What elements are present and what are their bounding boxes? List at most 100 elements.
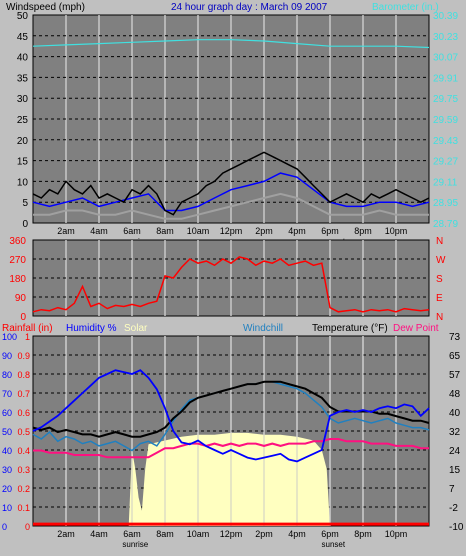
- dewpoint-line: [33, 438, 429, 459]
- humidity-y-tick-label: 40: [2, 446, 12, 456]
- rain-y-tick-label: 1: [25, 332, 30, 342]
- wind-x-tick-label: 6am: [123, 226, 141, 236]
- chart-title: 24 hour graph day : March 09 2007: [171, 2, 328, 13]
- wind-x-tick-label: 4am: [90, 226, 108, 236]
- wind-x-tick-label: 8am: [156, 226, 174, 236]
- wind-axis-label: Windspeed (mph): [6, 2, 85, 13]
- wind-x-tick-label: 8pm: [354, 226, 372, 236]
- temp-x-tick-label: 4am: [90, 529, 108, 539]
- wind-y-tick-label: 10: [17, 177, 29, 188]
- rain-y-tick-label: 0.7: [17, 389, 30, 399]
- solar-axis-label: Solar: [124, 323, 148, 334]
- temp-x-tick-label: 6pm: [321, 529, 339, 539]
- wind-x-tick-label: 12pm: [220, 226, 243, 236]
- humidity-axis-label: Humidity %: [66, 323, 117, 334]
- dir-y-tick-label: 270: [9, 255, 26, 266]
- humidity-line: [32, 369, 430, 463]
- baro-y-tick-label: 29.75: [433, 94, 458, 105]
- baro-y-tick-label: 29.43: [433, 136, 458, 147]
- wind-y-tick-label: 35: [17, 73, 29, 84]
- wind-y-tick-label: 20: [17, 136, 29, 147]
- temperature-humidity-panel: 100908070605040302010010.90.80.70.60.50.…: [2, 332, 464, 549]
- temp-y-tick-label: 73: [449, 332, 461, 343]
- temp-x-tick-label: 6am: [123, 529, 141, 539]
- humidity-y-tick-label: 30: [2, 465, 12, 475]
- humidity-y-tick-label: 20: [2, 484, 12, 494]
- temp-y-tick-label: 40: [449, 408, 461, 419]
- temp-y-tick-label: 7: [449, 484, 455, 495]
- rain-y-tick-label: 0.9: [17, 351, 30, 361]
- humidity-y-tick-label: 90: [2, 351, 12, 361]
- wind-avg-line: [32, 151, 430, 216]
- wind-barometer-panel: 5045403530252015105030.3930.2330.0729.91…: [17, 11, 459, 246]
- baro-y-tick-label: 30.23: [433, 32, 458, 43]
- temp-x-tick-label: 8pm: [354, 529, 372, 539]
- dir-compass-label: E: [436, 293, 443, 304]
- temp-y-tick-label: 24: [449, 446, 461, 457]
- dir-y-tick-label: 90: [15, 293, 27, 304]
- temp-sunset-label: sunset: [322, 540, 346, 549]
- humidity-y-tick-label: 10: [2, 503, 12, 513]
- wind-y-tick-label: 50: [17, 11, 29, 22]
- temperature-line: [32, 380, 430, 438]
- wind-x-tick-label: 10am: [187, 226, 210, 236]
- rain-y-tick-label: 0.1: [17, 503, 30, 513]
- baro-y-tick-label: 29.11: [433, 177, 458, 188]
- temp-sunrise-label: sunrise: [122, 540, 148, 549]
- baro-y-tick-label: 28.95: [433, 198, 458, 209]
- temp-x-tick-label: 2pm: [255, 529, 273, 539]
- rain-y-tick-label: 0.8: [17, 370, 30, 380]
- wind-y-tick-label: 5: [22, 198, 28, 209]
- rain-y-tick-label: 0.2: [17, 484, 30, 494]
- dir-compass-label: N: [436, 236, 443, 247]
- temp-y-tick-label: 15: [449, 465, 461, 476]
- humidity-y-tick-label: 50: [2, 427, 12, 437]
- rain-y-tick-label: 0.3: [17, 465, 30, 475]
- rain-y-tick-label: 0.6: [17, 408, 30, 418]
- temp-y-tick-label: -10: [449, 522, 464, 533]
- temp-x-tick-label: 10pm: [385, 529, 408, 539]
- temp-x-tick-label: 8am: [156, 529, 174, 539]
- wind-y-tick-label: 40: [17, 53, 29, 64]
- wind-y-tick-label: 45: [17, 32, 29, 43]
- dir-y-tick-label: 180: [9, 274, 26, 285]
- temperature-axis-label: Temperature (°F): [312, 323, 388, 334]
- rain-y-tick-label: 0.4: [17, 446, 30, 456]
- wind-x-tick-label: 10pm: [385, 226, 408, 236]
- temp-y-tick-label: 57: [449, 370, 461, 381]
- wind-y-tick-label: 30: [17, 94, 29, 105]
- humidity-y-tick-label: 70: [2, 389, 12, 399]
- wind-direction-line: [32, 256, 430, 313]
- windchill-axis-label: Windchill: [243, 323, 283, 334]
- dir-y-tick-label: 0: [20, 312, 26, 323]
- rain-y-tick-label: 0: [25, 522, 30, 532]
- baro-y-tick-label: 30.07: [433, 53, 458, 64]
- wind-x-tick-label: 2pm: [255, 226, 273, 236]
- barometer-line: [32, 39, 430, 49]
- wind-x-tick-label: 6pm: [321, 226, 339, 236]
- baro-y-tick-label: 29.91: [433, 73, 458, 84]
- temp-x-tick-label: 2am: [57, 529, 75, 539]
- temp-x-tick-label: 4pm: [288, 529, 306, 539]
- temp-x-tick-label: 12pm: [220, 529, 243, 539]
- rainfall-axis-label: Rainfall (in): [2, 323, 53, 334]
- wind-x-tick-label: 2am: [57, 226, 75, 236]
- temp-y-tick-label: 65: [449, 351, 461, 362]
- wind-y-tick-label: 15: [17, 157, 29, 168]
- humidity-y-tick-label: 0: [2, 522, 7, 532]
- baro-y-tick-label: 28.79: [433, 219, 458, 230]
- baro-y-tick-label: 29.59: [433, 115, 458, 126]
- temp-y-tick-label: 48: [449, 389, 461, 400]
- dir-compass-label: S: [436, 274, 443, 285]
- wind-gust-line: [32, 172, 430, 212]
- baro-axis-label: Barometer (in.): [372, 2, 439, 13]
- baro-y-tick-label: 29.27: [433, 157, 458, 168]
- rain-y-tick-label: 0.5: [17, 427, 30, 437]
- humidity-y-tick-label: 60: [2, 408, 12, 418]
- humidity-y-tick-label: 100: [2, 332, 17, 342]
- dir-compass-label: N: [436, 312, 443, 323]
- dewpoint-axis-label: Dew Point: [393, 323, 439, 334]
- dir-y-tick-label: 360: [9, 236, 26, 247]
